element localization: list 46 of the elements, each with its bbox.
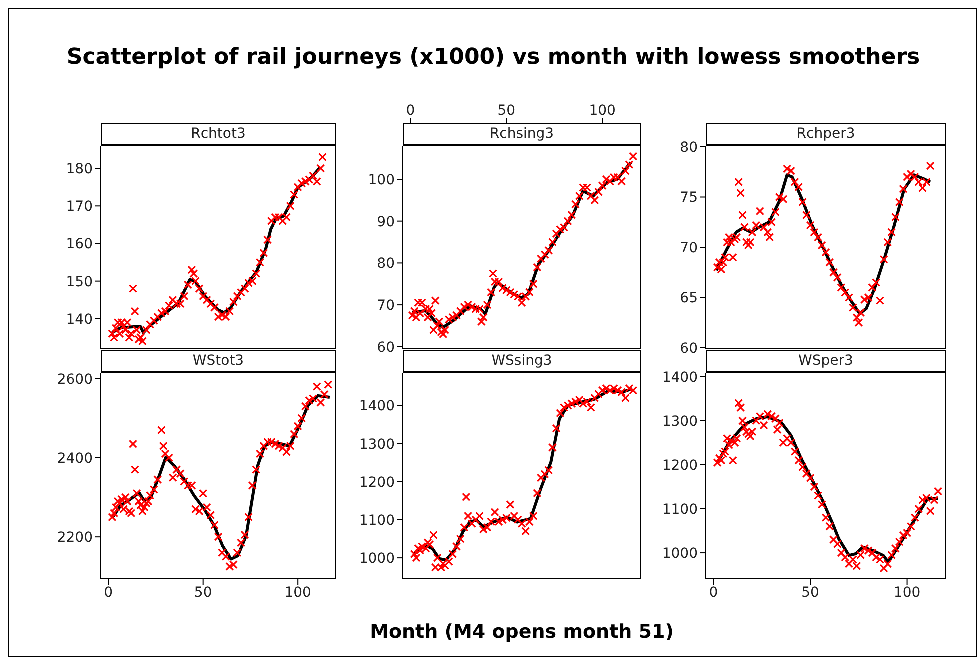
y-tick-label: 70 (680, 240, 698, 256)
y-tick-label: 80 (377, 256, 395, 272)
y-tick-label: 90 (377, 214, 395, 230)
y-tick-label: 140 (66, 312, 93, 328)
y-tick-label: 1400 (359, 398, 395, 415)
y-tick-label: 1400 (662, 370, 698, 386)
chart-title: Rchper3 (706, 123, 946, 145)
x-tick-label: 0 (104, 584, 114, 601)
y-tick-label: 1000 (359, 551, 395, 568)
x-tick-label: 50 (194, 584, 212, 601)
y-tick-label: 60 (377, 340, 395, 356)
y-tick-label: 60 (680, 340, 698, 357)
y-tick-label: 1000 (662, 546, 698, 562)
y-tick-label: 2400 (57, 450, 93, 467)
x-axis-title: Month (M4 opens month 51) (369, 621, 675, 643)
x2-tick-label: 0 (406, 103, 416, 119)
y-tick-label: 160 (66, 236, 93, 253)
y-tick-label: 80 (680, 140, 698, 156)
chart-title: WSper3 (706, 350, 946, 372)
x2-tick-label: 100 (589, 103, 616, 119)
y-tick-label: 1200 (662, 458, 698, 474)
x-tick-label: 100 (284, 584, 312, 601)
x-tick-label: 0 (709, 584, 718, 601)
y-tick-label: 170 (66, 199, 93, 216)
chart-title: WStot3 (101, 350, 336, 372)
y-tick-label: 65 (680, 290, 698, 307)
chart-title: WSsing3 (403, 350, 641, 372)
y-tick-label: 70 (377, 298, 395, 314)
y-tick-label: 1300 (662, 414, 698, 430)
text: Scatterplot of rail journeys (x1000) vs month with lowess smoothers (66, 45, 922, 70)
page-frame: Scatterplot of rail journeys (x1000) vs month with lowess smoothers 140 150 160 170 180 Rchtot3 0 50 100 60 70 80 90 100 Rchsing3 60 65 70 75 80 Rchper3 0 50 100 2200 2400 2600 WStot3 1000 1100 1200 1300 1400 WSsing3 Month (M4 opens month 51) 0 50 100 1000 1100 1200 1300 1400 WSper3 (8, 8, 977, 657)
y-tick-label: 1100 (662, 502, 698, 518)
y-tick-label: 1300 (359, 436, 395, 453)
chart-title: Rchtot3 (101, 123, 336, 145)
y-tick-label: 180 (66, 162, 93, 178)
x-tick-label: 50 (802, 584, 820, 601)
y-tick-label: 1200 (359, 474, 395, 491)
y-tick-label: 100 (368, 172, 395, 188)
x-tick-label: 100 (894, 584, 921, 601)
y-tick-label: 150 (66, 274, 93, 290)
chart-title: Rchsing3 (403, 123, 641, 145)
y-tick-label: 2200 (57, 530, 93, 546)
y-tick-label: 2600 (57, 372, 93, 388)
x2-tick-label: 50 (498, 103, 516, 119)
y-tick-label: 1100 (359, 512, 395, 529)
y-tick-label: 75 (680, 190, 698, 206)
